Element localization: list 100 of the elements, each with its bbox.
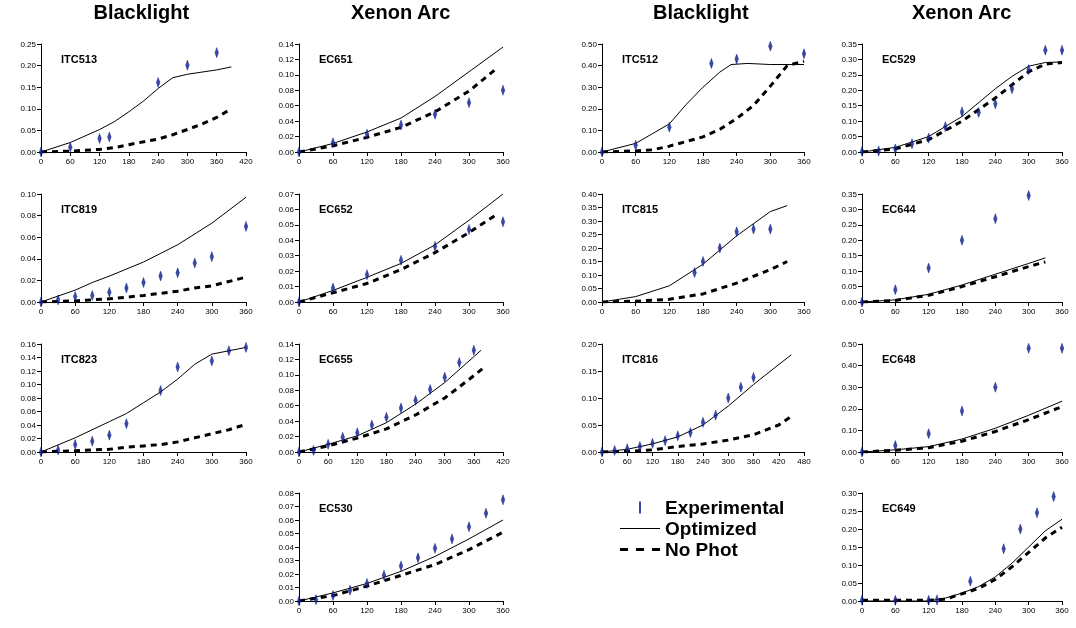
y-tick-label: 0.02 [278,569,295,579]
y-tick-label: 0.30 [841,54,858,64]
y-tick-label: 0.02 [278,132,295,142]
y-tick-label: 0.50 [581,39,598,49]
x-tick-label: 300 [1021,456,1036,466]
x-tick-label: 120 [662,306,677,316]
x-tick-label: 60 [622,456,633,466]
x-tick-label: 0 [38,156,44,166]
text: Blacklight [653,1,749,23]
x-tick-label: 300 [1021,605,1036,615]
x-tick-label: 120 [662,156,677,166]
y-tick-label: 0.08 [20,393,37,403]
y-tick-label: 0.12 [278,354,295,364]
x-tick-label: 300 [438,456,452,466]
y-tick-label: 0.08 [20,211,37,221]
x-tick-label: 360 [1055,306,1070,316]
text: EC648 [882,352,916,365]
y-tick-label: 0.02 [20,434,37,443]
x-tick-label: 0 [859,605,865,615]
y-tick-label: 0.00 [20,297,37,307]
y-tick-label: 0.05 [20,125,37,135]
x-tick-label: 0 [599,306,605,316]
y-tick-label: 0.02 [278,266,295,276]
x-tick-label: 60 [890,156,901,166]
x-tick-label: 60 [631,306,641,316]
y-tick-label: 0.00 [278,147,295,157]
y-tick-label: 0.15 [581,257,598,266]
y-tick-label: 0.00 [581,297,598,307]
y-tick-label: 0.06 [278,204,295,214]
y-tick-label: 0.35 [841,39,858,49]
x-tick-label: 180 [136,456,151,466]
y-tick-label: 0.14 [278,339,295,349]
x-tick-label: 480 [797,456,812,466]
x-tick-label: 300 [763,306,778,316]
text: EC529 [882,52,916,65]
x-tick-label: 60 [890,605,901,615]
x-tick-label: 180 [394,605,409,615]
y-tick-label: 0.10 [581,393,598,403]
x-tick-label: 180 [122,156,137,166]
text: ITC816 [622,352,659,365]
y-tick-label: 0.06 [278,401,295,411]
y-tick-label: 0.40 [841,361,858,371]
text: ITC823 [61,352,98,365]
y-tick-label: 0.08 [278,488,295,498]
y-tick-label: 0.10 [841,425,858,435]
text: EC649 [882,501,916,514]
x-tick-label: 180 [955,605,970,615]
x-tick-label: 240 [408,456,423,466]
y-tick-label: 0.04 [20,254,37,264]
x-tick-label: 120 [645,456,660,466]
x-tick-label: 120 [102,456,117,466]
x-tick-label: 180 [955,306,970,316]
y-tick-label: 0.25 [841,220,858,230]
x-tick-label: 240 [988,456,1003,466]
y-tick-label: 0.10 [20,380,37,389]
legend-label: No Phot [665,539,739,560]
x-tick-label: 120 [350,456,365,466]
y-tick-label: 0.00 [278,447,295,457]
x-tick-label: 240 [428,605,443,615]
y-tick-label: 0.35 [841,189,858,199]
y-tick-label: 0.30 [841,488,858,498]
text: Xenon Arc [351,1,451,23]
y-tick-label: 0.08 [278,85,295,95]
y-tick-label: 0.10 [278,370,295,380]
y-tick-label: 0.20 [841,85,858,95]
x-tick-label: 0 [599,156,605,166]
x-tick-label: 360 [239,456,254,466]
x-tick-label: 0 [296,456,302,466]
x-tick-label: 360 [1055,605,1070,615]
text: EC651 [319,52,353,65]
text: EC655 [319,352,353,365]
y-tick-label: 0.07 [278,502,295,511]
x-tick-label: 0 [859,156,865,166]
y-tick-label: 0.03 [278,251,295,261]
x-tick-label: 240 [988,156,1003,166]
y-tick-label: 0.04 [278,416,295,426]
y-tick-label: 0.05 [581,284,598,293]
y-tick-label: 0.15 [20,82,37,92]
y-tick-label: 0.15 [841,101,858,111]
y-tick-label: 0.06 [278,101,295,111]
y-tick-label: 0.10 [841,116,858,126]
x-tick-label: 0 [38,306,44,316]
y-tick-label: 0.20 [581,104,598,114]
y-tick-label: 0.02 [278,432,295,442]
x-tick-label: 300 [180,156,195,166]
x-tick-label: 360 [797,306,812,316]
x-tick-label: 180 [955,156,970,166]
x-tick-label: 300 [462,605,477,615]
y-tick-label: 0.10 [278,70,295,80]
y-tick-label: 0.02 [20,275,37,285]
y-tick-label: 0.30 [841,382,858,392]
x-tick-label: 300 [721,456,736,466]
x-tick-label: 120 [360,156,375,166]
y-tick-label: 0.20 [20,61,37,71]
y-tick-label: 0.10 [581,125,598,135]
y-tick-label: 0.25 [841,70,858,80]
x-tick-label: 360 [239,306,254,316]
y-tick-label: 0.10 [20,189,37,199]
text: EC530 [319,501,353,514]
x-tick-label: 120 [360,605,375,615]
